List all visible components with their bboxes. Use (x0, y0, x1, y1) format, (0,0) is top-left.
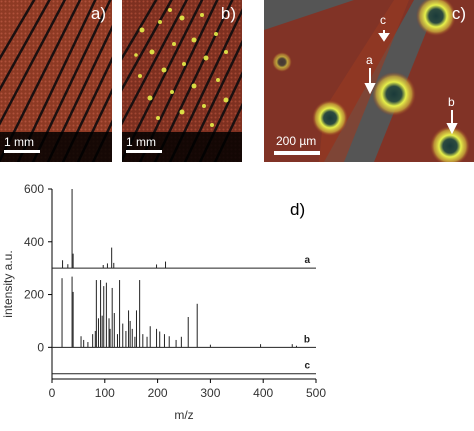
x-tick-label: 300 (200, 386, 220, 400)
x-tick-label: 100 (95, 386, 115, 400)
panel-c-marker-b: b (448, 95, 455, 109)
x-tick-label: 0 (49, 386, 56, 400)
x-tick-label: 200 (148, 386, 168, 400)
panel-b-image: b) 1 mm (122, 0, 242, 162)
panel-b-scale-bar (126, 150, 162, 153)
panel-c-marker-a: a (366, 53, 373, 67)
spectrum-label: b (304, 334, 310, 345)
panel-a-tissue-stripes (0, 0, 112, 162)
y-tick-label: 0 (37, 340, 44, 354)
spectrum-b: b (52, 276, 316, 348)
spectrum-c: c (52, 361, 316, 375)
x-axis-label: m/z (174, 408, 193, 422)
panel-b-label: b) (220, 4, 236, 23)
panel-c-scale-text: 200 µm (276, 134, 317, 148)
panel-c-label: c) (451, 4, 466, 23)
panel-c-image: c a b c) 200 µm (264, 0, 474, 162)
panel-d-label: d) (290, 200, 305, 219)
panel-c-marker-c: c (380, 13, 386, 27)
y-axis-label: intensity a.u. (1, 250, 15, 317)
panel-a-image: a) 1 mm (0, 0, 112, 162)
x-tick-label: 400 (253, 386, 273, 400)
spectrum-a: a (52, 189, 316, 269)
panel-c-scale-bar (274, 151, 320, 155)
panel-a-label: a) (90, 4, 106, 23)
y-tick-label: 200 (24, 288, 44, 302)
y-tick-label: 400 (24, 235, 44, 249)
spectrum-label: a (304, 255, 310, 266)
panel-d-spectra-chart: 0 200 400 600 0 100 200 300 400 500 a b c m/z inte… (1, 182, 326, 422)
panel-a-scale-text: 1 mm (4, 135, 34, 149)
spectrum-label: c (304, 361, 310, 372)
panel-b-tissue-stripes (122, 0, 242, 162)
y-tick-label: 600 (24, 182, 44, 196)
panel-c-zoom-map (264, 0, 474, 162)
x-tick-label: 500 (306, 386, 326, 400)
panel-b-scale-text: 1 mm (126, 135, 156, 149)
panel-a-scale-bar (4, 150, 40, 153)
